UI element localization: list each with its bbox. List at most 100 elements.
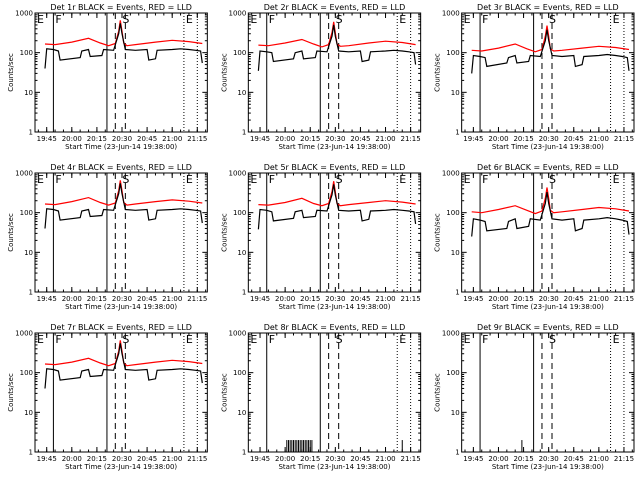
flag-letter: E	[37, 333, 44, 346]
flag-letter: E	[186, 173, 193, 186]
flag-letter: E	[250, 13, 257, 26]
x-tick-label: 21:00	[162, 135, 182, 143]
y-tick-label: 100	[233, 49, 246, 57]
x-tick-label: 20:15	[513, 135, 533, 143]
y-tick-label: 1	[242, 129, 246, 137]
flag-letter: E	[613, 13, 620, 26]
flag-letter: E	[37, 173, 44, 186]
flag-letter: F	[482, 173, 488, 186]
panel-title: Det 3r BLACK = Events, RED = LLD	[477, 3, 619, 12]
flag-letter: S	[122, 13, 129, 26]
y-tick-label: 100	[20, 49, 33, 57]
x-tick-label: 21:00	[162, 455, 182, 463]
flag-letter: E	[399, 13, 406, 26]
x-tick-label: 19:45	[463, 135, 483, 143]
plot-frame	[247, 172, 422, 293]
x-tick-label: 20:00	[62, 455, 82, 463]
y-tick-label: 10	[451, 249, 460, 257]
lld-rate-line	[258, 181, 416, 207]
plot-frame	[34, 172, 208, 293]
flag-letter: S	[336, 173, 343, 186]
x-tick-label: 20:15	[300, 455, 320, 463]
lld-rate-line	[471, 25, 630, 53]
y-tick-label: 1	[455, 449, 459, 457]
panel-title: Det 2r BLACK = Events, RED = LLD	[264, 3, 406, 12]
flag-letter: F	[55, 333, 61, 346]
panel-det-8: Det 8r BLACK = Events, RED = LLD 1 10 100 10…	[220, 323, 422, 471]
x-tick-label: 20:00	[488, 295, 508, 303]
lld-rate-line	[471, 187, 630, 215]
x-tick-label: 21:00	[375, 455, 395, 463]
flag-letter: E	[186, 333, 193, 346]
y-tick-label: 10	[24, 409, 33, 417]
x-tick-label: 20:00	[488, 455, 508, 463]
x-tick-label: 20:45	[350, 295, 370, 303]
y-tick-label: 1000	[15, 10, 33, 18]
x-tick-label: 21:15	[401, 455, 421, 463]
flag-letter: S	[549, 13, 556, 26]
y-tick-label: 100	[20, 369, 33, 377]
lld-rate-line	[44, 20, 203, 47]
x-axis-label: Start Time (23-Jun-14 19:38:00)	[278, 303, 390, 311]
flag-letter: S	[549, 173, 556, 186]
x-axis-label: Start Time (23-Jun-14 19:38:00)	[492, 463, 604, 471]
flag-letter: F	[269, 13, 275, 26]
y-tick-label: 1000	[15, 330, 33, 338]
x-tick-label: 20:45	[350, 135, 370, 143]
flag-letter: S	[336, 333, 343, 346]
y-tick-label: 1000	[442, 10, 460, 18]
x-tick-label: 19:45	[463, 295, 483, 303]
x-tick-label: 20:30	[325, 135, 345, 143]
flag-letter: E	[250, 333, 257, 346]
x-tick-label: 20:00	[275, 295, 295, 303]
events-rate-line	[44, 343, 203, 389]
y-axis-label: Counts/sec	[220, 213, 228, 252]
y-tick-label: 10	[451, 89, 460, 97]
x-tick-label: 19:45	[37, 455, 57, 463]
y-tick-label: 100	[20, 209, 33, 217]
lld-rate-line	[44, 180, 203, 206]
x-tick-label: 20:45	[564, 455, 584, 463]
x-tick-label: 20:45	[137, 295, 157, 303]
y-tick-label: 100	[233, 369, 246, 377]
plot-frame	[461, 332, 635, 453]
x-tick-label: 20:30	[325, 455, 345, 463]
x-tick-label: 20:45	[137, 455, 157, 463]
x-tick-label: 21:15	[614, 455, 634, 463]
events-rate-line	[257, 24, 417, 71]
events-rate-line	[44, 183, 203, 229]
y-tick-label: 100	[446, 369, 459, 377]
plot-frame	[34, 12, 208, 133]
x-tick-label: 21:15	[187, 295, 207, 303]
x-tick-label: 21:00	[162, 295, 182, 303]
x-tick-label: 20:45	[137, 135, 157, 143]
y-tick-label: 1	[455, 289, 459, 297]
flag-letter: E	[613, 333, 620, 346]
x-tick-label: 19:45	[250, 135, 270, 143]
flag-letter: E	[399, 173, 406, 186]
x-tick-label: 21:00	[375, 295, 395, 303]
x-tick-label: 20:00	[62, 135, 82, 143]
x-tick-label: 20:30	[112, 455, 132, 463]
x-axis-label: Start Time (23-Jun-14 19:38:00)	[278, 143, 390, 151]
y-tick-label: 1000	[229, 330, 247, 338]
x-axis-label: Start Time (23-Jun-14 19:38:00)	[492, 303, 604, 311]
x-tick-label: 21:15	[614, 135, 634, 143]
flag-letter: E	[250, 173, 257, 186]
y-tick-label: 100	[233, 209, 246, 217]
x-tick-label: 21:15	[187, 455, 207, 463]
x-tick-label: 21:15	[614, 295, 634, 303]
x-tick-label: 20:15	[513, 455, 533, 463]
x-tick-label: 20:45	[350, 455, 370, 463]
y-tick-label: 1000	[229, 170, 247, 178]
flag-letter: E	[613, 173, 620, 186]
y-tick-label: 1000	[442, 170, 460, 178]
events-rate-line	[471, 192, 630, 237]
x-tick-label: 21:15	[187, 135, 207, 143]
panel-title: Det 9r BLACK = Events, RED = LLD	[477, 323, 619, 332]
flag-letter: E	[399, 333, 406, 346]
x-tick-label: 20:30	[539, 135, 559, 143]
plot-frame	[461, 12, 635, 133]
flag-letter: S	[122, 333, 129, 346]
x-tick-label: 20:45	[564, 295, 584, 303]
